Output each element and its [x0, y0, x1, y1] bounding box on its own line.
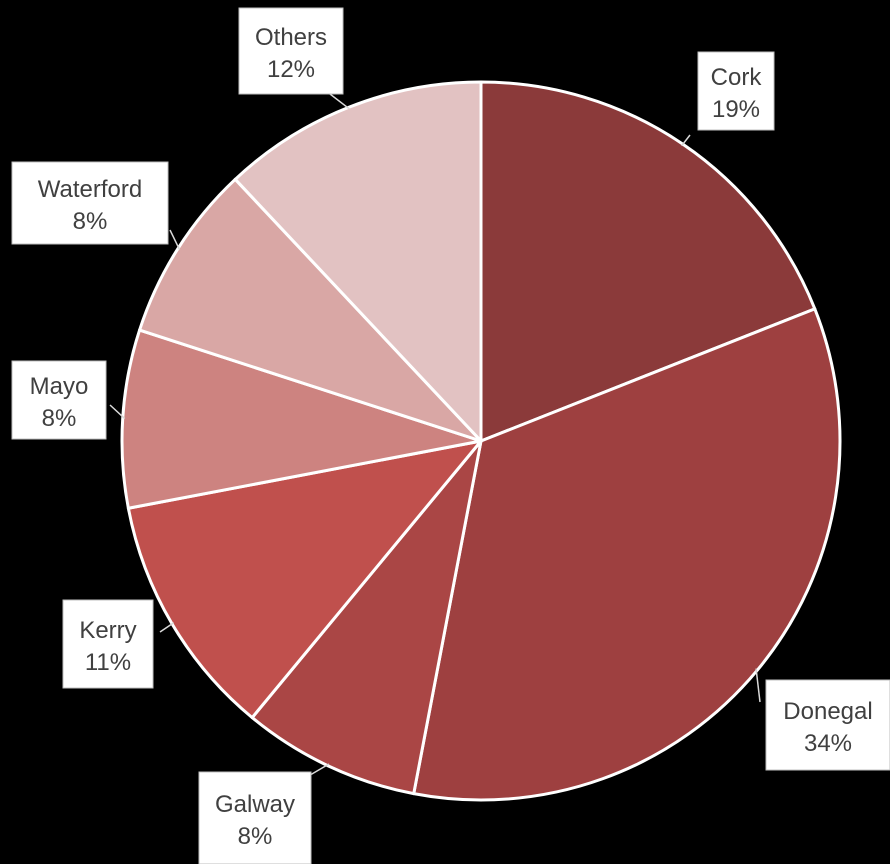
pie-slice-others	[233, 80, 483, 443]
leader-lines	[109, 93, 761, 779]
data-label-box-donegal	[765, 679, 890, 771]
pie-slices	[120, 80, 842, 802]
leader-line-waterford	[169, 229, 181, 251]
data-label-category: Kerry	[79, 617, 136, 644]
data-label-box-mayo	[11, 360, 107, 440]
data-label-value: 19%	[712, 96, 760, 123]
data-label-value: 11%	[85, 649, 131, 676]
leader-line-mayo	[109, 404, 126, 420]
data-label-value: 8%	[238, 823, 273, 850]
data-label-value: 12%	[267, 56, 315, 83]
pie-slice-mayo	[120, 328, 483, 510]
data-label-box-galway	[198, 771, 312, 864]
data-label-category: Galway	[215, 791, 295, 818]
data-label-category: Donegal	[783, 698, 872, 725]
data-label-box-kerry	[62, 599, 154, 689]
pie-slice-donegal	[412, 307, 842, 802]
leader-line-kerry	[159, 622, 175, 633]
data-label-category: Cork	[711, 64, 763, 91]
data-label-value: 8%	[73, 208, 108, 235]
data-label-value: 34%	[804, 730, 852, 757]
data-label-box-waterford	[11, 161, 169, 245]
leader-line-others	[329, 93, 351, 110]
leader-line-cork	[681, 134, 691, 147]
data-labels: Cork 19% Donegal 34% Galway 8% Kerry 11% Mayo 8% W…	[11, 7, 890, 864]
data-label-value: 8%	[42, 405, 77, 432]
data-label-box-others	[238, 7, 344, 95]
data-label-category: Mayo	[30, 373, 89, 400]
data-label-category: Others	[255, 24, 327, 51]
leader-line-donegal	[755, 668, 761, 703]
data-label-box-cork	[697, 51, 775, 131]
data-label-category: Waterford	[38, 176, 142, 203]
pie-slice-galway	[250, 439, 483, 796]
pie-slice-waterford	[138, 177, 483, 443]
